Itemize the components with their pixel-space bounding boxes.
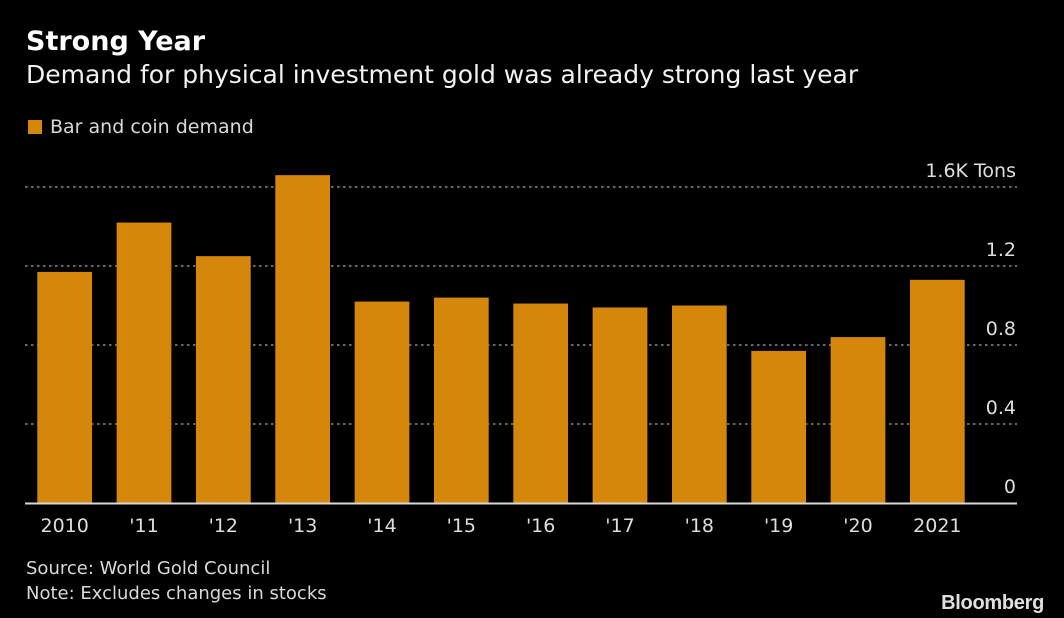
bar	[354, 301, 410, 503]
bar	[830, 337, 886, 503]
chart-subtitle: Demand for physical investment gold was …	[26, 60, 859, 89]
x-tick-label: '15	[447, 515, 476, 537]
x-axis-ticks: 2010 '11 '12 '13 '14 '15 '16 '17 '18 '19 '20 2021	[40, 515, 961, 537]
bar	[909, 279, 965, 503]
bar	[195, 256, 251, 503]
footnote: Note: Excludes changes in stocks	[26, 583, 327, 604]
bloomberg-logo: Bloomberg	[941, 592, 1044, 614]
x-tick-label: '11	[129, 515, 158, 537]
y-tick-label: 0	[1004, 476, 1016, 498]
x-tick-label: '16	[526, 515, 555, 537]
x-tick-label: 2021	[913, 515, 961, 537]
bar	[592, 307, 648, 503]
y-tick-label: 1.6K Tons	[925, 160, 1016, 182]
y-tick-label: 0.4	[986, 397, 1016, 419]
x-tick-label: '18	[685, 515, 714, 537]
x-tick-label: '12	[209, 515, 238, 537]
bar	[37, 271, 93, 503]
legend: Bar and coin demand	[28, 116, 254, 138]
bar	[275, 175, 331, 503]
bars	[37, 175, 965, 504]
x-tick-label: '17	[605, 515, 634, 537]
y-axis-ticks: 0 0.4 0.8 1.2 1.6K Tons	[925, 160, 1016, 498]
x-tick-label: '20	[843, 515, 872, 537]
bar	[116, 222, 172, 504]
y-tick-label: 1.2	[986, 239, 1016, 261]
x-tick-label: '13	[288, 515, 317, 537]
legend-label: Bar and coin demand	[50, 116, 254, 138]
bar	[433, 297, 489, 503]
source-note: Source: World Gold Council	[26, 558, 271, 579]
x-tick-label: '14	[367, 515, 396, 537]
x-tick-label: '19	[764, 515, 793, 537]
y-tick-label: 0.8	[986, 318, 1016, 340]
bar	[751, 350, 807, 503]
legend-swatch	[28, 120, 42, 134]
x-tick-label: 2010	[40, 515, 88, 537]
bar	[671, 305, 727, 503]
chart-title: Strong Year	[26, 26, 206, 57]
bar	[513, 303, 569, 503]
